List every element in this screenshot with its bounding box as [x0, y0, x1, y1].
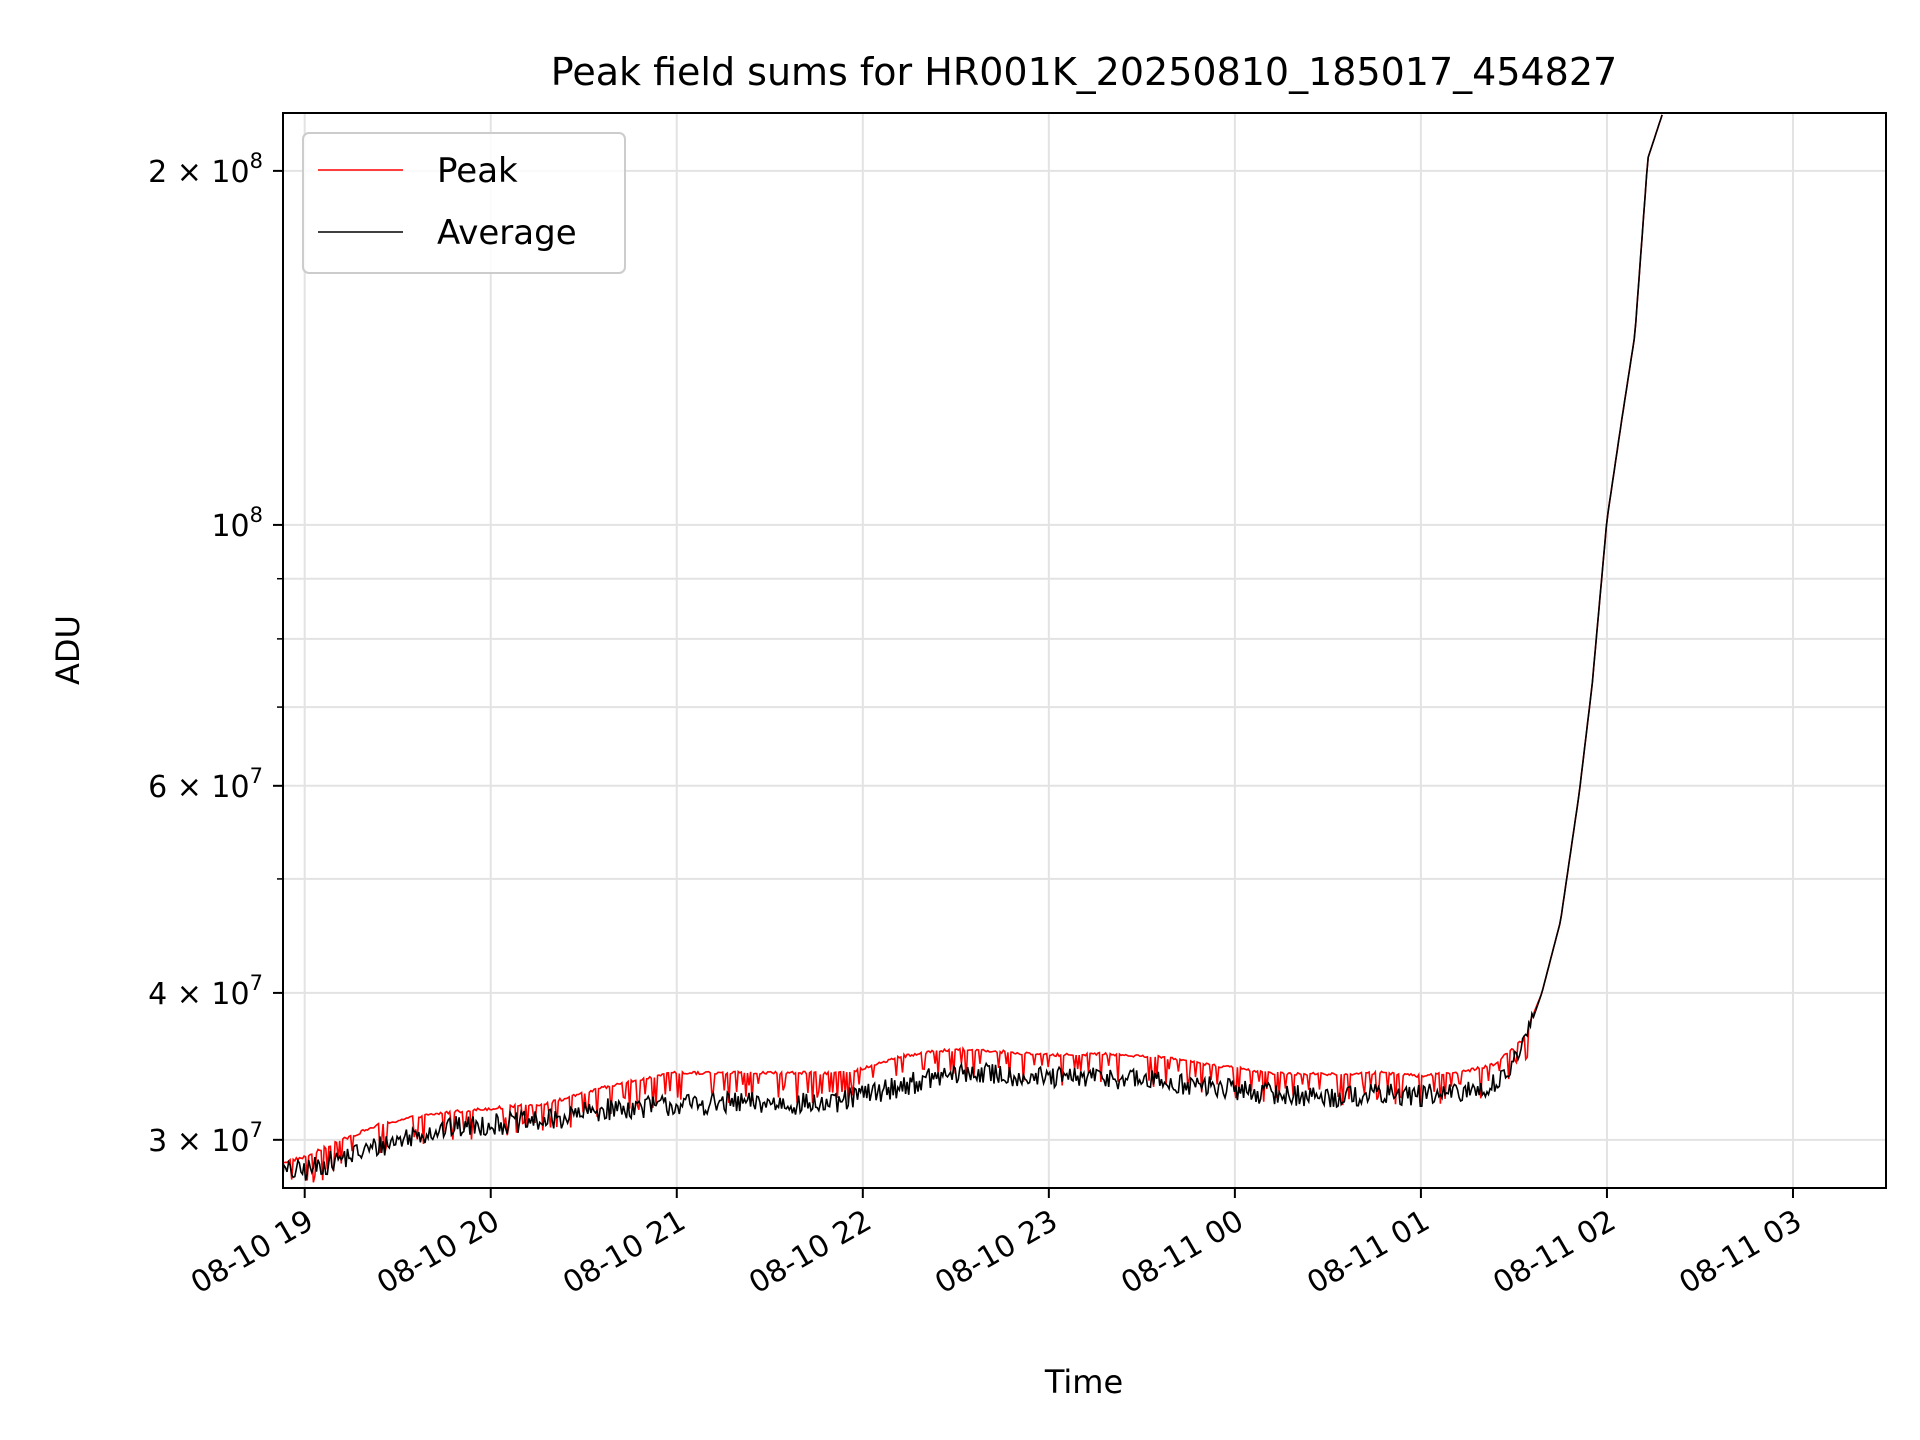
y-tick-label: 3 × 107 [148, 1118, 263, 1159]
legend-label-average: Average [437, 213, 577, 253]
series-layer [283, 114, 1663, 1183]
grid [283, 113, 1886, 1188]
legend-label-peak: Peak [437, 151, 518, 191]
chart-title: Peak field sums for HR001K_20250810_1850… [551, 50, 1617, 94]
series-line-average [283, 114, 1663, 1182]
y-axis-label: ADU [49, 615, 87, 685]
plot-frame [282, 112, 1887, 1189]
y-tick-label: 4 × 107 [148, 971, 263, 1012]
x-axis-label: Time [1044, 1363, 1123, 1401]
legend: Peak Average [302, 132, 626, 274]
y-tick-label: 108 [211, 503, 263, 544]
series-line-peak [283, 114, 1663, 1183]
y-tick-label: 6 × 107 [148, 764, 263, 805]
y-tick-label: 2 × 108 [148, 149, 263, 190]
legend-box [302, 132, 626, 274]
